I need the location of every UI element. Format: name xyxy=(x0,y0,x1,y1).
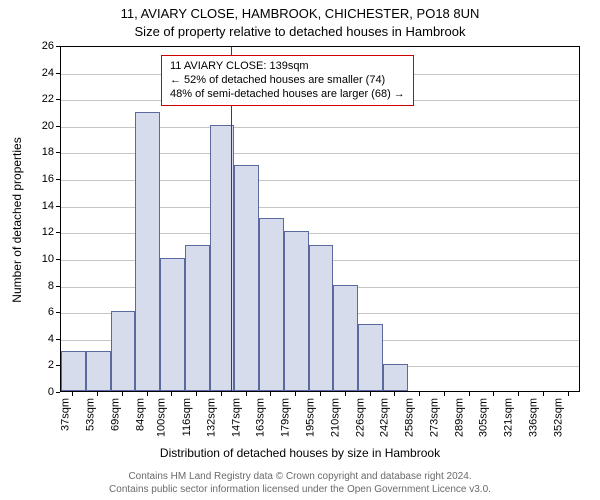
y-tick-mark xyxy=(56,126,60,127)
x-tick-mark xyxy=(394,392,395,396)
y-tick-mark xyxy=(56,206,60,207)
x-tick-label: 84sqm xyxy=(134,398,146,431)
y-tick-mark xyxy=(56,73,60,74)
y-tick-mark xyxy=(56,259,60,260)
y-tick-label: 22 xyxy=(34,93,54,105)
x-tick-label: 132sqm xyxy=(205,398,217,437)
y-tick-label: 0 xyxy=(34,386,54,398)
histogram-bar xyxy=(383,364,408,391)
x-tick-mark xyxy=(97,392,98,396)
annot-line1: 11 AVIARY CLOSE: 139sqm xyxy=(170,60,405,74)
x-tick-label: 336sqm xyxy=(527,398,539,437)
y-tick-mark xyxy=(56,286,60,287)
y-tick-label: 2 xyxy=(34,359,54,371)
footer-line2: Contains public sector information licen… xyxy=(0,484,600,497)
x-tick-mark xyxy=(370,392,371,396)
histogram-bar xyxy=(259,218,284,391)
x-tick-mark xyxy=(72,392,73,396)
x-tick-label: 195sqm xyxy=(304,398,316,437)
y-tick-label: 24 xyxy=(34,67,54,79)
x-tick-label: 258sqm xyxy=(403,398,415,437)
chart-title-line1: 11, AVIARY CLOSE, HAMBROOK, CHICHESTER, … xyxy=(0,6,600,21)
x-tick-mark xyxy=(221,392,222,396)
x-tick-mark xyxy=(196,392,197,396)
x-tick-label: 69sqm xyxy=(109,398,121,431)
x-tick-label: 321sqm xyxy=(503,398,515,437)
y-tick-label: 4 xyxy=(34,333,54,345)
histogram-bar xyxy=(61,351,86,391)
y-tick-mark xyxy=(56,392,60,393)
x-tick-mark xyxy=(147,392,148,396)
x-tick-mark xyxy=(345,392,346,396)
x-tick-label: 116sqm xyxy=(181,398,193,436)
histogram-bar xyxy=(135,112,160,391)
x-tick-label: 53sqm xyxy=(85,398,97,431)
y-tick-label: 12 xyxy=(34,226,54,238)
x-tick-mark xyxy=(568,392,569,396)
y-tick-label: 18 xyxy=(34,146,54,158)
plot-area: 11 AVIARY CLOSE: 139sqm← 52% of detached… xyxy=(60,46,580,392)
y-tick-label: 8 xyxy=(34,280,54,292)
x-tick-mark xyxy=(543,392,544,396)
x-tick-mark xyxy=(171,392,172,396)
x-tick-label: 179sqm xyxy=(280,398,292,437)
y-tick-mark xyxy=(56,365,60,366)
annot-line3: 48% of semi-detached houses are larger (… xyxy=(170,88,405,102)
x-tick-label: 210sqm xyxy=(329,398,341,437)
x-tick-mark xyxy=(270,392,271,396)
chart-container: { "title_line1": "11, AVIARY CLOSE, HAMB… xyxy=(0,0,600,500)
x-tick-label: 147sqm xyxy=(230,398,242,437)
x-tick-mark xyxy=(122,392,123,396)
y-tick-mark xyxy=(56,99,60,100)
histogram-bar xyxy=(185,245,210,391)
x-tick-mark xyxy=(246,392,247,396)
x-tick-label: 37sqm xyxy=(60,398,72,431)
x-tick-mark xyxy=(444,392,445,396)
y-tick-mark xyxy=(56,152,60,153)
histogram-bar xyxy=(358,324,383,391)
x-tick-label: 100sqm xyxy=(156,398,168,437)
chart-title-line2: Size of property relative to detached ho… xyxy=(0,24,600,39)
histogram-bar xyxy=(333,285,358,391)
histogram-bar xyxy=(284,231,309,391)
histogram-bar xyxy=(160,258,185,391)
x-tick-label: 305sqm xyxy=(478,398,490,437)
y-tick-mark xyxy=(56,312,60,313)
x-tick-mark xyxy=(518,392,519,396)
y-tick-label: 20 xyxy=(34,120,54,132)
attribution-footer: Contains HM Land Registry data © Crown c… xyxy=(0,471,600,496)
x-tick-label: 289sqm xyxy=(453,398,465,437)
histogram-bar xyxy=(86,351,111,391)
y-axis-label: Number of detached properties xyxy=(10,137,24,302)
histogram-bar xyxy=(111,311,136,391)
x-tick-mark xyxy=(493,392,494,396)
x-tick-mark xyxy=(320,392,321,396)
x-axis-label: Distribution of detached houses by size … xyxy=(0,446,600,460)
y-tick-mark xyxy=(56,179,60,180)
histogram-bar xyxy=(309,245,334,391)
y-tick-mark xyxy=(56,46,60,47)
y-tick-label: 26 xyxy=(34,40,54,52)
x-tick-label: 226sqm xyxy=(354,398,366,437)
y-tick-label: 6 xyxy=(34,306,54,318)
x-tick-mark xyxy=(295,392,296,396)
footer-line1: Contains HM Land Registry data © Crown c… xyxy=(0,471,600,484)
y-tick-label: 10 xyxy=(34,253,54,265)
x-tick-label: 163sqm xyxy=(255,398,267,437)
y-tick-mark xyxy=(56,232,60,233)
y-tick-label: 16 xyxy=(34,173,54,185)
x-tick-label: 352sqm xyxy=(552,398,564,437)
y-tick-label: 14 xyxy=(34,200,54,212)
x-tick-label: 273sqm xyxy=(428,398,440,437)
x-tick-mark xyxy=(469,392,470,396)
histogram-bar xyxy=(234,165,259,391)
x-tick-mark xyxy=(419,392,420,396)
x-tick-label: 242sqm xyxy=(379,398,391,437)
annot-line2: ← 52% of detached houses are smaller (74… xyxy=(170,74,405,88)
y-tick-mark xyxy=(56,339,60,340)
annotation-box: 11 AVIARY CLOSE: 139sqm← 52% of detached… xyxy=(161,55,414,106)
